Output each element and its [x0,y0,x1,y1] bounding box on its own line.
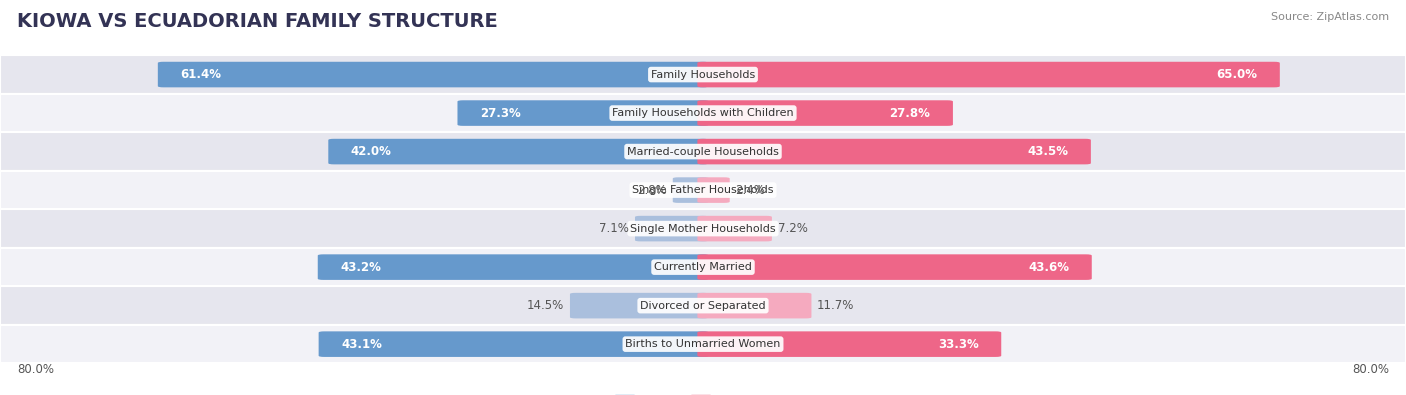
Text: Births to Unmarried Women: Births to Unmarried Women [626,339,780,349]
Text: 7.1%: 7.1% [599,222,630,235]
Bar [0,171,1406,209]
Text: 80.0%: 80.0% [17,363,53,376]
Text: Currently Married: Currently Married [654,262,752,272]
Bar [0,286,1406,325]
FancyBboxPatch shape [697,62,1279,87]
FancyBboxPatch shape [697,293,811,318]
Text: 27.8%: 27.8% [890,107,931,120]
Text: 43.6%: 43.6% [1028,261,1069,274]
FancyBboxPatch shape [157,62,709,87]
Text: 43.5%: 43.5% [1028,145,1069,158]
Text: Family Households: Family Households [651,70,755,79]
Text: 61.4%: 61.4% [180,68,221,81]
Text: 65.0%: 65.0% [1216,68,1257,81]
Text: Single Mother Households: Single Mother Households [630,224,776,233]
Text: 7.2%: 7.2% [778,222,807,235]
FancyBboxPatch shape [697,139,1091,164]
Bar [0,94,1406,132]
Bar [0,132,1406,171]
FancyBboxPatch shape [672,177,709,203]
FancyBboxPatch shape [697,177,730,203]
FancyBboxPatch shape [697,100,953,126]
Text: Family Households with Children: Family Households with Children [612,108,794,118]
Bar [0,209,1406,248]
Text: Source: ZipAtlas.com: Source: ZipAtlas.com [1271,12,1389,22]
Text: 2.8%: 2.8% [637,184,666,197]
Text: 43.1%: 43.1% [342,338,382,351]
Bar [0,55,1406,94]
Text: 80.0%: 80.0% [1353,363,1389,376]
Bar [0,325,1406,363]
FancyBboxPatch shape [697,254,1092,280]
FancyBboxPatch shape [569,293,709,318]
Bar [0,248,1406,286]
FancyBboxPatch shape [318,254,709,280]
Text: 27.3%: 27.3% [479,107,520,120]
Text: 33.3%: 33.3% [938,338,979,351]
FancyBboxPatch shape [329,139,709,164]
Text: 11.7%: 11.7% [817,299,855,312]
Text: Divorced or Separated: Divorced or Separated [640,301,766,310]
Text: 43.2%: 43.2% [340,261,381,274]
FancyBboxPatch shape [319,331,709,357]
Text: 2.4%: 2.4% [735,184,765,197]
FancyBboxPatch shape [697,216,772,241]
Text: Married-couple Households: Married-couple Households [627,147,779,156]
Text: Single Father Households: Single Father Households [633,185,773,195]
Text: 42.0%: 42.0% [352,145,392,158]
FancyBboxPatch shape [457,100,709,126]
Legend: Kiowa, Ecuadorian: Kiowa, Ecuadorian [610,389,796,395]
FancyBboxPatch shape [697,331,1001,357]
FancyBboxPatch shape [636,216,709,241]
Text: KIOWA VS ECUADORIAN FAMILY STRUCTURE: KIOWA VS ECUADORIAN FAMILY STRUCTURE [17,12,498,31]
Text: 14.5%: 14.5% [527,299,564,312]
